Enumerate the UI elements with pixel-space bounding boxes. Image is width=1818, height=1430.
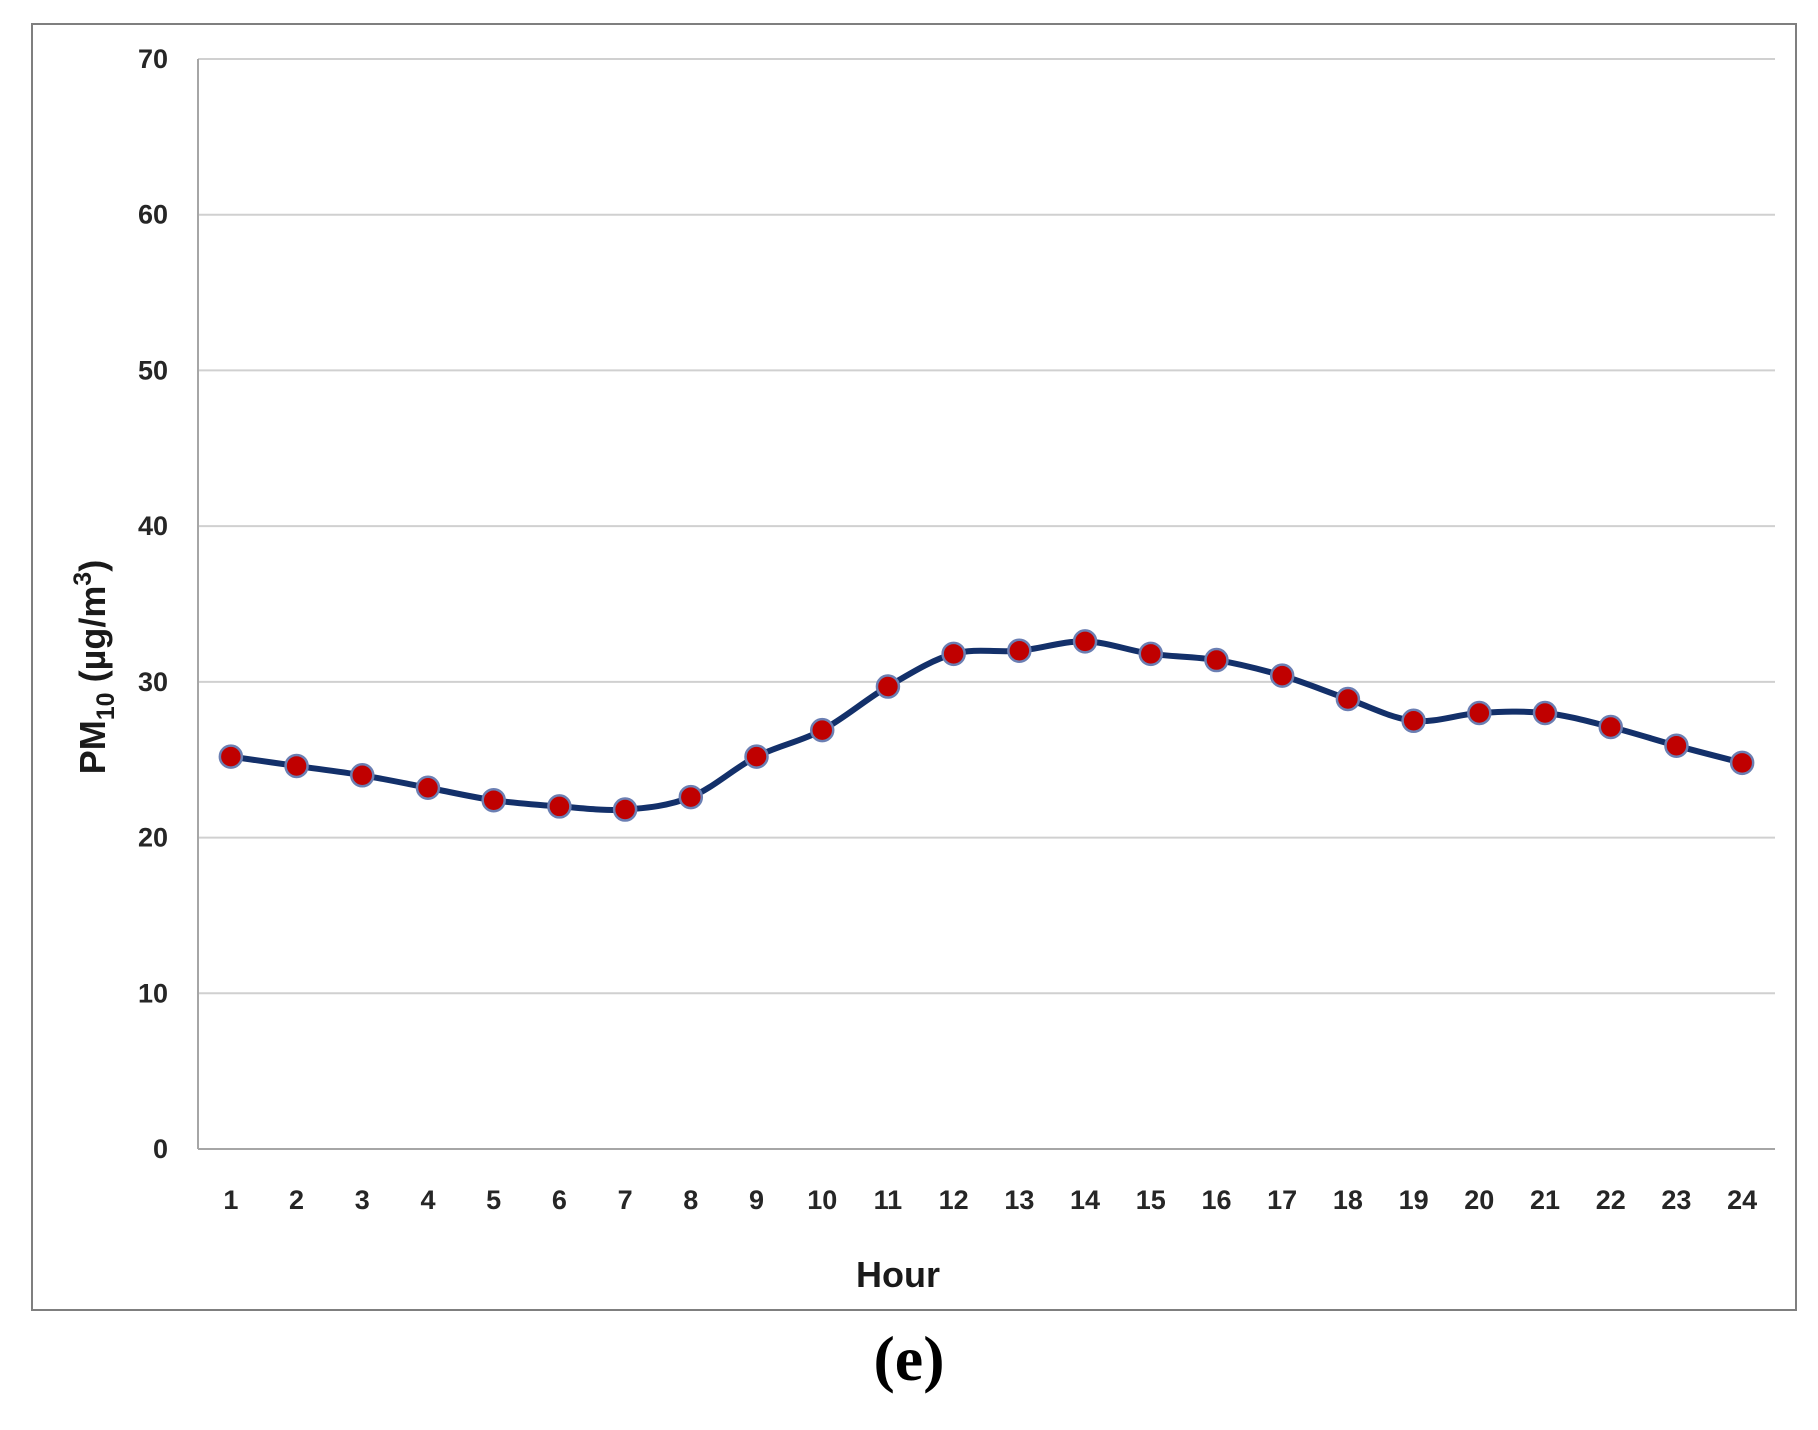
data-point-hour-14 [1072,629,1098,654]
y-axis-title-close: ) [72,560,113,572]
y-tick-label-10: 10 [138,978,168,1008]
x-tick-label-24: 24 [1727,1185,1757,1215]
y-tick-label-70: 70 [138,44,168,74]
y-tick-label-0: 0 [153,1134,168,1164]
data-point-hour-22 [1598,714,1623,740]
y-axis-title-unit: (µg/m [72,586,113,693]
y-axis-title: PM10 (µg/m3) [69,560,120,774]
data-point-hour-8 [678,784,704,810]
data-point-hour-16 [1204,647,1229,673]
axes [197,59,1775,1150]
y-tick-label-20: 20 [138,823,168,853]
data-point-hour-11 [875,674,901,699]
x-axis-title: Hour [856,1254,940,1295]
x-tick-label-5: 5 [486,1185,501,1215]
data-point-hour-17 [1269,663,1295,688]
series-line-0 [230,638,1743,813]
data-point-hour-15 [1138,641,1164,667]
y-axis-title-superscript: 3 [69,572,97,586]
data-point-hour-24 [1729,750,1755,776]
data-point-hour-2 [284,753,309,779]
y-tick-label-60: 60 [138,200,168,230]
data-point-hour-6 [547,794,572,819]
x-tick-label-6: 6 [552,1185,567,1215]
data-point-hour-4 [415,775,441,800]
x-tick-label-7: 7 [618,1185,633,1215]
data-points [218,629,1755,822]
data-point-hour-7 [612,797,638,822]
gridlines [198,58,1775,995]
x-tick-label-17: 17 [1267,1185,1297,1215]
x-tick-label-8: 8 [683,1185,698,1215]
x-tick-label-4: 4 [420,1185,435,1215]
x-tick-label-14: 14 [1070,1185,1100,1215]
x-tick-label-19: 19 [1399,1185,1429,1215]
data-point-hour-3 [350,763,375,788]
data-point-hour-5 [481,787,506,813]
x-tick-label-22: 22 [1596,1185,1626,1215]
x-tick-label-13: 13 [1004,1185,1034,1215]
data-point-hour-18 [1335,686,1361,712]
data-point-hour-19 [1401,708,1426,734]
data-point-hour-23 [1664,733,1689,758]
x-tick-label-10: 10 [807,1185,837,1215]
data-point-hour-10 [809,717,835,743]
x-tick-label-23: 23 [1661,1185,1691,1215]
x-tick-label-2: 2 [289,1185,304,1215]
x-tick-label-16: 16 [1201,1185,1231,1215]
data-point-hour-9 [744,744,769,769]
series-line-layer [230,638,1743,813]
y-axis-title-subscript: 10 [92,692,120,720]
y-axis-title-prefix: PM [72,720,113,774]
x-tick-label-11: 11 [874,1185,903,1215]
x-tick-label-21: 21 [1530,1185,1560,1215]
x-tick-label-12: 12 [939,1185,969,1215]
x-tick-label-3: 3 [355,1185,370,1215]
x-tick-labels: 1 2 3 4 5 6 7 8 9 10 11 12 13 14 15 16 17 18 19 20 21 22 23 24 [223,1185,1757,1215]
x-tick-label-15: 15 [1136,1185,1166,1215]
x-tick-label-1: 1 [223,1185,238,1215]
x-tick-label-18: 18 [1333,1185,1363,1215]
data-point-hour-21 [1532,700,1558,726]
x-tick-label-20: 20 [1464,1185,1494,1215]
data-point-hour-1 [218,744,244,769]
y-tick-label-30: 30 [138,667,168,697]
chart-frame: 0 10 20 30 40 50 60 70 1 2 3 4 5 6 7 8 9 10 11 12 13 14 15 16 1… [31,23,1797,1311]
y-tick-label-50: 50 [138,355,168,385]
y-tick-label-40: 40 [138,511,168,541]
panel-label: (e) [873,1323,945,1394]
data-point-hour-12 [941,641,966,667]
x-tick-label-9: 9 [749,1185,764,1215]
data-point-hour-13 [1007,638,1032,663]
data-point-hour-20 [1467,700,1492,726]
y-tick-labels: 0 10 20 30 40 50 60 70 [138,44,168,1164]
